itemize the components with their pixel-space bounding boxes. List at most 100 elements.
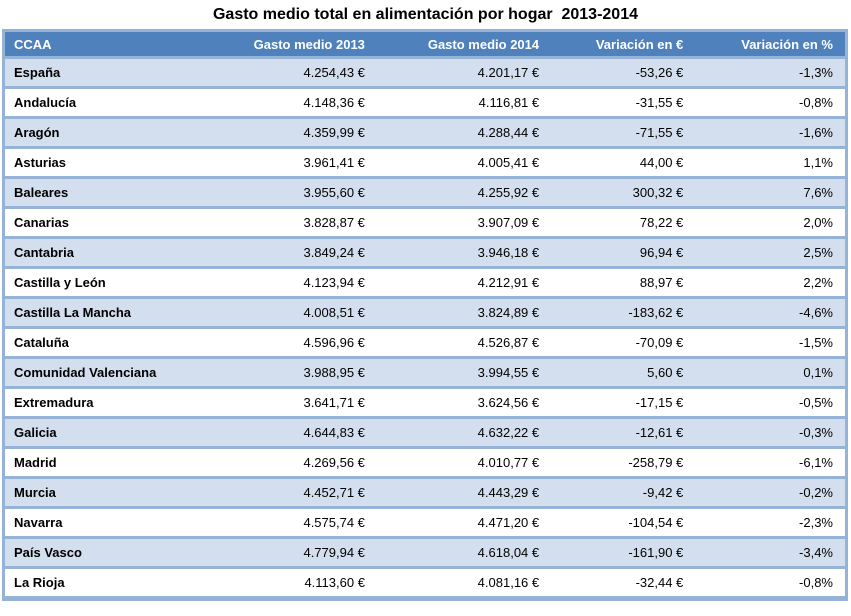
value-cell: 4.526,87 € (477, 335, 540, 350)
value-cell: -4,6% (799, 305, 833, 320)
region-name-cell: España (14, 65, 61, 80)
value-cell: 3.624,56 € (477, 395, 540, 410)
value-cell: -0,2% (799, 485, 833, 500)
value-cell: 3.994,55 € (477, 365, 540, 380)
region-name-cell: Extremadura (14, 395, 94, 410)
region-name-cell: Madrid (14, 455, 57, 470)
value-cell: -0,8% (799, 575, 833, 590)
value-cell: 88,97 € (639, 275, 684, 290)
value-cell: 2,0% (803, 215, 833, 230)
value-cell: -0,3% (799, 425, 833, 440)
value-cell: 4.116,81 € (478, 95, 540, 110)
value-cell: 4.201,17 € (477, 65, 540, 80)
value-cell: -32,44 € (635, 575, 684, 590)
region-name-cell: Castilla y León (14, 275, 106, 290)
value-cell: -183,62 € (628, 305, 684, 320)
table-row: Cantabria 3.849,24 € 3.946,18 € 96,94 € 2,5% (3, 237, 847, 268)
table-row: Cataluña 4.596,96 € 4.526,87 € -70,09 € -1,5… (3, 327, 847, 358)
table-row: Canarias 3.828,87 € 3.907,09 € 78,22 € 2,0% (3, 207, 847, 238)
table-row: Andalucía 4.148,36 € 4.116,81 € -31,55 € -0,… (3, 87, 847, 118)
value-cell: 4.212,91 € (477, 275, 540, 290)
value-cell: 44,00 € (639, 155, 684, 170)
value-cell: 3.988,95 € (303, 365, 365, 380)
region-name-cell: Navarra (14, 515, 63, 530)
value-cell: -53,26 € (635, 65, 684, 80)
value-cell: 3.907,09 € (477, 215, 540, 230)
value-cell: -70,09 € (635, 335, 684, 350)
value-cell: 4.359,99 € (303, 125, 365, 140)
column-header: Variación en % (695, 30, 847, 58)
value-cell: 5,60 € (647, 365, 684, 380)
value-cell: 3.824,89 € (477, 305, 540, 320)
region-name-cell: Cataluña (14, 335, 69, 350)
value-cell: -161,90 € (628, 545, 684, 560)
value-cell: -1,5% (799, 335, 833, 350)
value-cell: -31,55 € (635, 95, 684, 110)
value-cell: -2,3% (799, 515, 833, 530)
column-header: CCAA (3, 30, 211, 58)
table-row: Asturias 3.961,41 € 4.005,41 € 44,00 € 1,1% (3, 147, 847, 178)
table-row: Murcia 4.452,71 € 4.443,29 € -9,42 € -0,2% (3, 477, 847, 508)
region-name-cell: Asturias (14, 155, 67, 170)
value-cell: 2,5% (803, 245, 833, 260)
value-cell: 4.255,92 € (477, 185, 540, 200)
value-cell: 4.471,20 € (477, 515, 540, 530)
region-name-cell: Cantabria (14, 245, 74, 260)
table-row: Comunidad Valenciana 3.988,95 € 3.994,55 €… (3, 357, 847, 388)
value-cell: 4.113,60 € (304, 575, 365, 590)
value-cell: 4.254,43 € (303, 65, 365, 80)
table-row: Navarra 4.575,74 € 4.471,20 € -104,54 € -2,3… (3, 507, 847, 538)
value-cell: 4.443,29 € (477, 485, 540, 500)
value-cell: 4.123,94 € (303, 275, 365, 290)
value-cell: 1,1% (803, 155, 833, 170)
value-cell: 0,1% (803, 365, 833, 380)
value-cell: 3.961,41 € (303, 155, 365, 170)
value-cell: 4.575,74 € (303, 515, 365, 530)
value-cell: -0,5% (799, 395, 833, 410)
expenditure-table: CCAA Gasto medio 2013 Gasto medio 2014 Vari… (2, 29, 848, 601)
value-cell: -1,6% (799, 125, 833, 140)
value-cell: 3.849,24 € (303, 245, 365, 260)
region-name-cell: Castilla La Mancha (14, 305, 132, 320)
table-row: Castilla y León 4.123,94 € 4.212,91 € 88,97… (3, 267, 847, 298)
table-row: La Rioja 4.113,60 € 4.081,16 € -32,44 € -0,8… (3, 567, 847, 599)
value-cell: 4.779,94 € (303, 545, 365, 560)
value-cell: 4.632,22 € (477, 425, 540, 440)
value-cell: 78,22 € (639, 215, 684, 230)
table-row: Galicia 4.644,83 € 4.632,22 € -12,61 € -0,3% (3, 417, 847, 448)
value-cell: 300,32 € (632, 185, 684, 200)
column-header: Gasto medio 2014 (376, 30, 552, 58)
value-cell: -104,54 € (628, 515, 684, 530)
page-title: Gasto medio total en alimentación por ho… (212, 6, 638, 23)
value-cell: -6,1% (799, 455, 833, 470)
table-row: Castilla La Mancha 4.008,51 € 3.824,89 € -1… (3, 297, 847, 328)
value-cell: 4.081,16 € (477, 575, 540, 590)
region-name-cell: La Rioja (14, 575, 65, 590)
value-cell: -0,8% (799, 95, 833, 110)
region-name-cell: Canarias (14, 215, 69, 230)
value-cell: 3.946,18 € (477, 245, 540, 260)
region-name-cell: Murcia (14, 485, 56, 500)
value-cell: -17,15 € (635, 395, 684, 410)
value-cell: 3.955,60 € (303, 185, 365, 200)
region-name-cell: Aragón (14, 125, 60, 140)
table-row: Madrid 4.269,56 € 4.010,77 € -258,79 € -6,1% (3, 447, 847, 478)
region-name-cell: Andalucía (14, 95, 77, 110)
table-row: Aragón 4.359,99 € 4.288,44 € -71,55 € -1,6% (3, 117, 847, 148)
header-row: CCAA Gasto medio 2013 Gasto medio 2014 Vari… (3, 30, 847, 58)
value-cell: 3.641,71 € (303, 395, 365, 410)
table-row: Baleares 3.955,60 € 4.255,92 € 300,32 € 7,6% (3, 177, 847, 208)
table-body: España 4.254,43 € 4.201,17 € -53,26 € -1,3% A… (3, 57, 847, 599)
value-cell: -71,55 € (635, 125, 684, 140)
region-name-cell: País Vasco (14, 545, 82, 560)
value-cell: -258,79 € (628, 455, 684, 470)
value-cell: 7,6% (803, 185, 833, 200)
value-cell: 4.148,36 € (303, 95, 365, 110)
region-name-cell: Galicia (14, 425, 57, 440)
value-cell: -1,3% (799, 65, 833, 80)
table-row: España 4.254,43 € 4.201,17 € -53,26 € -1,3% (3, 57, 847, 88)
table-row: Extremadura 3.641,71 € 3.624,56 € -17,15 € -… (3, 387, 847, 418)
value-cell: 4.005,41 € (477, 155, 540, 170)
column-header: Gasto medio 2013 (210, 30, 377, 58)
value-cell: 3.828,87 € (303, 215, 365, 230)
